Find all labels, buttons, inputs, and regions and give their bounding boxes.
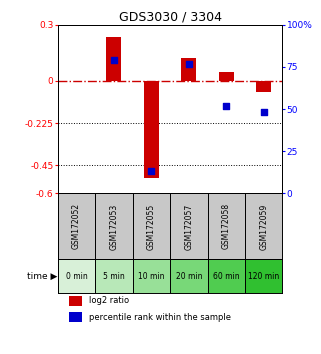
Bar (107, 37, 121, 81)
Point (224, 103, 229, 108)
Bar (133, 193, 170, 259)
Text: GSM172057: GSM172057 (184, 203, 193, 250)
Text: time ▶: time ▶ (27, 272, 57, 280)
Bar (219, 72, 234, 81)
Text: 5 min: 5 min (103, 272, 125, 280)
Bar (170, 193, 208, 259)
Bar (245, 259, 282, 292)
Bar (95, 259, 133, 292)
Text: 120 min: 120 min (248, 272, 279, 280)
Bar (69, 296, 82, 306)
Bar (58, 193, 95, 259)
Text: percentile rank within the sample: percentile rank within the sample (89, 313, 231, 322)
Title: GDS3030 / 3304: GDS3030 / 3304 (119, 11, 221, 24)
Bar (58, 259, 95, 292)
Bar (170, 259, 208, 292)
Text: 10 min: 10 min (138, 272, 165, 280)
Point (111, 57, 117, 63)
Text: GSM172058: GSM172058 (222, 203, 231, 250)
Text: GSM172052: GSM172052 (72, 203, 81, 250)
Text: 0 min: 0 min (65, 272, 87, 280)
Bar (208, 193, 245, 259)
Text: log2 ratio: log2 ratio (89, 296, 129, 306)
Text: 20 min: 20 min (176, 272, 202, 280)
Bar (133, 259, 170, 292)
Text: GSM172053: GSM172053 (109, 203, 118, 250)
Text: 60 min: 60 min (213, 272, 239, 280)
Text: GSM172055: GSM172055 (147, 203, 156, 250)
Point (261, 110, 266, 115)
Bar (208, 259, 245, 292)
Point (186, 61, 191, 66)
Bar (181, 58, 196, 81)
Text: GSM172059: GSM172059 (259, 203, 268, 250)
Bar (256, 81, 271, 92)
Bar (69, 313, 82, 322)
Bar (95, 193, 133, 259)
Point (149, 169, 154, 174)
Bar (144, 81, 159, 178)
Bar (245, 193, 282, 259)
